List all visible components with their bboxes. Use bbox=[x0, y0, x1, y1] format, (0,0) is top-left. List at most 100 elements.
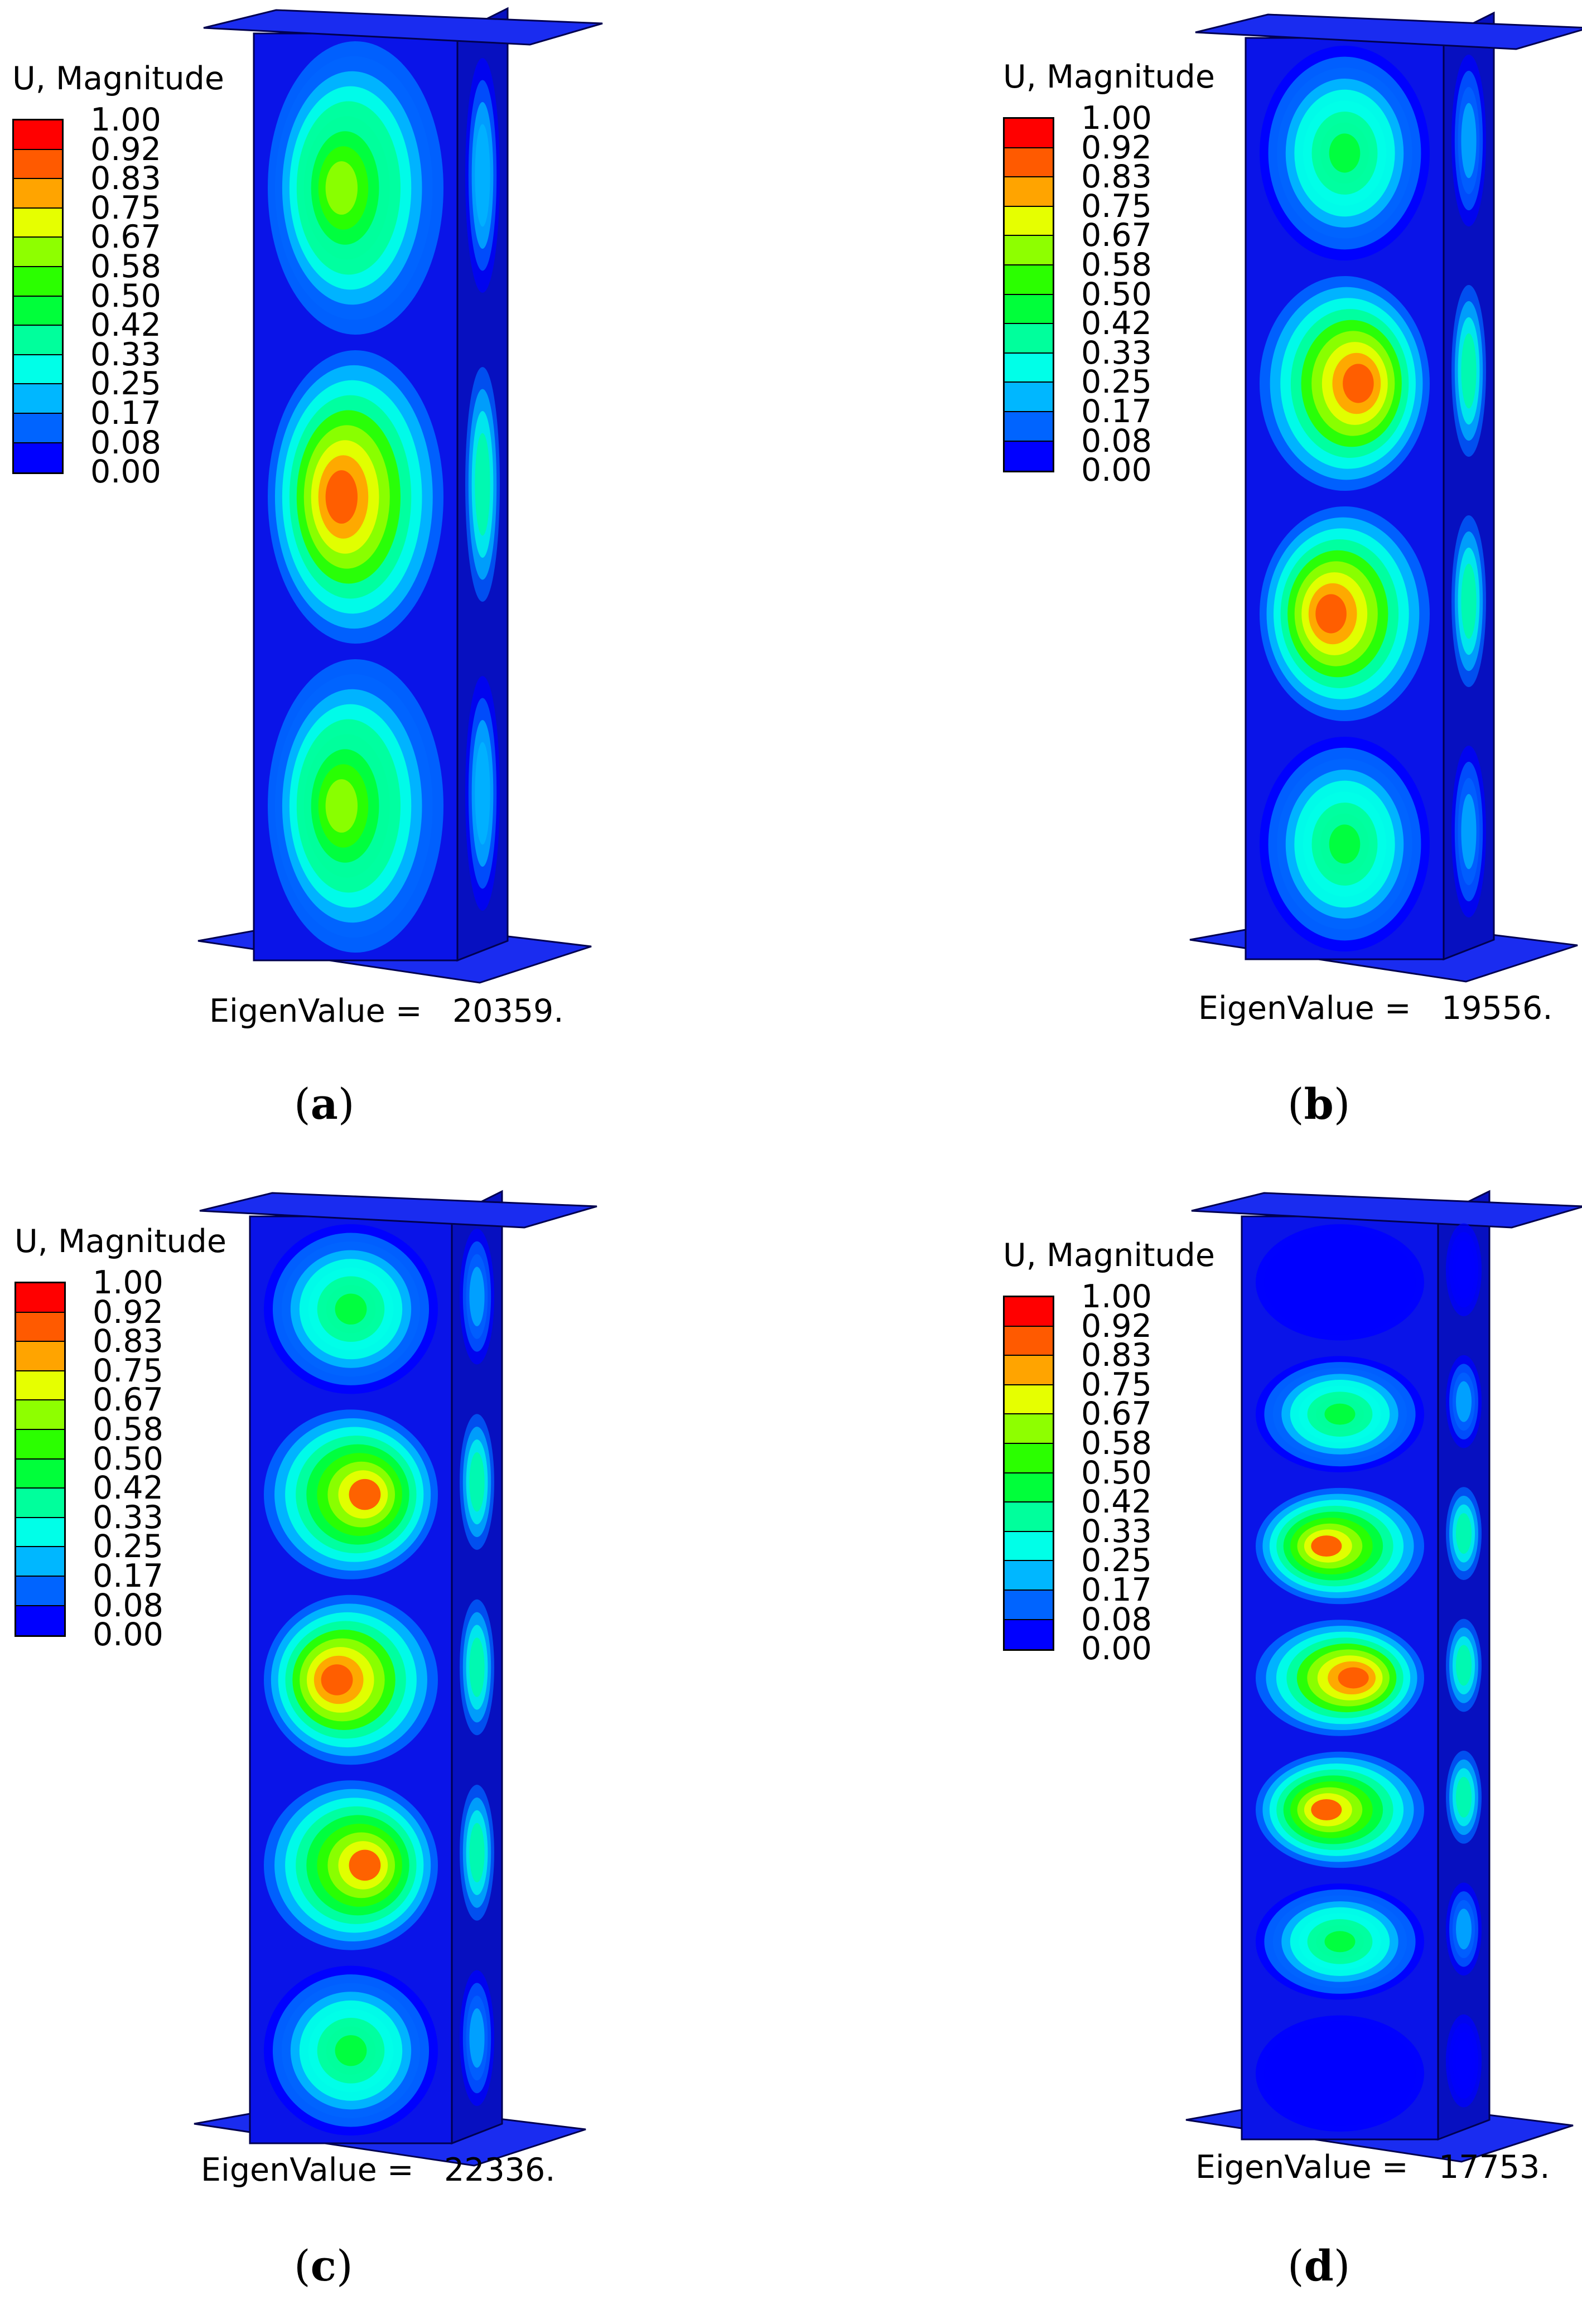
legend-color-bin bbox=[1005, 1590, 1053, 1620]
eigenvalue-number: 19556. bbox=[1441, 990, 1553, 1027]
legend-color-bin bbox=[14, 384, 62, 414]
side-contour-band bbox=[475, 742, 490, 845]
legend-tick-label: 0.50 bbox=[90, 277, 161, 315]
legend-color-bin bbox=[16, 1371, 64, 1401]
side-contour-band bbox=[1461, 333, 1477, 409]
legend-tick-label: 0.50 bbox=[93, 1440, 163, 1477]
legend-color-bin bbox=[1005, 294, 1053, 325]
buckling-lobe bbox=[264, 1409, 494, 1579]
legend-color-bin bbox=[14, 120, 62, 150]
panel-caption: (c) bbox=[294, 2241, 353, 2291]
contour-band bbox=[325, 470, 358, 524]
legend-color-bin bbox=[16, 1489, 64, 1518]
legend-color-bin bbox=[16, 1606, 64, 1636]
legend-tick-label: 0.25 bbox=[1081, 364, 1152, 401]
legend-color-bin bbox=[1005, 1356, 1053, 1385]
side-contour-band bbox=[1456, 1909, 1472, 1950]
legend-tick-label: 0.58 bbox=[93, 1411, 163, 1448]
legend-color-bin bbox=[14, 179, 62, 209]
legend-color-bin bbox=[14, 296, 62, 326]
legend-tick-label: 0.83 bbox=[90, 160, 161, 197]
panel-b: U, Magnitude 1.00 0.92 0.83 0.75 0.67 0.58 0.5… bbox=[791, 0, 1582, 1162]
contour-band bbox=[325, 161, 358, 215]
legend-color-bin bbox=[16, 1312, 64, 1342]
eigenvalue-number: 17753. bbox=[1439, 2149, 1550, 2186]
buckling-lobe bbox=[268, 659, 500, 953]
legend-color-bin bbox=[1005, 1561, 1053, 1591]
legend-color-bin bbox=[1005, 265, 1053, 295]
buckling-lobe bbox=[1256, 1618, 1482, 1736]
legend-color-bin bbox=[16, 1459, 64, 1489]
legend-color-bin bbox=[16, 1547, 64, 1577]
legend-tick-label: 0.08 bbox=[1081, 1601, 1152, 1638]
column-model bbox=[1185, 1190, 1582, 2163]
legend-tick-label: 0.25 bbox=[93, 1528, 163, 1566]
legend-tick-label: 0.75 bbox=[1081, 187, 1152, 225]
buckling-lobe bbox=[1260, 276, 1486, 491]
buckling-lobe bbox=[1260, 506, 1486, 721]
contour-band bbox=[1324, 1403, 1356, 1425]
side-contour-band bbox=[1461, 103, 1477, 178]
side-contour-band bbox=[1456, 1513, 1472, 1554]
buckling-lobe bbox=[264, 1780, 494, 1950]
legend-tick-label: 0.00 bbox=[90, 453, 161, 491]
legend-tick-label: 0.42 bbox=[1081, 1484, 1152, 1521]
eigenvalue-label: EigenValue = 22336. bbox=[201, 2152, 556, 2188]
panel-d: U, Magnitude 1.00 0.92 0.83 0.75 0.67 0.58 0.5… bbox=[791, 1162, 1582, 2323]
legend-color-bin bbox=[14, 149, 62, 180]
buckling-lobe bbox=[264, 1965, 494, 2135]
legend-color-bin bbox=[1005, 1414, 1053, 1444]
buckling-lobe bbox=[1256, 2014, 1482, 2132]
legend-color-bin bbox=[1005, 441, 1053, 471]
legend-color-bin bbox=[14, 413, 62, 443]
contour-band bbox=[1311, 1799, 1342, 1820]
legend-color-bin bbox=[1005, 177, 1053, 207]
legend-color-bin bbox=[14, 208, 62, 238]
buckling-lobe bbox=[1260, 46, 1486, 260]
legend-tick-label: 0.00 bbox=[1081, 452, 1152, 489]
eigenvalue-number: 20359. bbox=[452, 993, 564, 1030]
contour-band bbox=[1324, 1272, 1356, 1293]
legend-tick-label: 0.33 bbox=[1081, 1513, 1152, 1550]
buckling-lobe bbox=[264, 1595, 494, 1765]
side-contour-band bbox=[469, 1267, 485, 1326]
contour-band bbox=[1315, 594, 1347, 634]
legend-tick-label: 0.25 bbox=[90, 365, 161, 403]
legend-tick-label: 0.17 bbox=[1081, 393, 1152, 430]
legend-color-bin bbox=[1005, 236, 1053, 265]
contour-band bbox=[1324, 2062, 1356, 2084]
side-contour-band bbox=[475, 433, 490, 536]
legend-color-bin bbox=[1005, 206, 1053, 236]
legend-color-bin bbox=[14, 355, 62, 385]
legend-tick-label: 0.67 bbox=[1081, 1395, 1152, 1433]
color-legend bbox=[15, 1282, 66, 1637]
top-plate bbox=[1195, 13, 1582, 50]
legend-tick-label: 0.42 bbox=[90, 307, 161, 344]
legend-title: U, Magnitude bbox=[1003, 1237, 1215, 1274]
legend-tick-label: 0.42 bbox=[1081, 305, 1152, 342]
contour-band bbox=[1343, 364, 1374, 403]
legend-color-bin bbox=[14, 238, 62, 267]
eigenvalue-number: 22336. bbox=[444, 2152, 556, 2188]
legend-color-bin bbox=[1005, 119, 1053, 148]
contour-band bbox=[335, 2035, 367, 2066]
legend-tick-label: 1.00 bbox=[90, 102, 161, 138]
contour-band bbox=[1329, 133, 1361, 173]
color-legend bbox=[1003, 1296, 1054, 1651]
legend-color-bin bbox=[1005, 353, 1053, 383]
legend-color-bin bbox=[16, 1518, 64, 1548]
side-contour-band bbox=[1456, 2040, 1472, 2081]
legend-tick-label: 0.42 bbox=[93, 1470, 163, 1507]
legend-tick-label: 0.75 bbox=[1081, 1366, 1152, 1403]
contour-band bbox=[1338, 1667, 1369, 1689]
legend-color-bin bbox=[14, 326, 62, 355]
legend-title: U, Magnitude bbox=[1003, 59, 1215, 95]
color-legend bbox=[12, 119, 64, 475]
color-legend bbox=[1003, 117, 1054, 473]
contour-band bbox=[1329, 824, 1361, 864]
legend-color-bin bbox=[16, 1283, 64, 1313]
legend-tick-label: 0.83 bbox=[1081, 158, 1152, 196]
side-contour-band bbox=[469, 1823, 485, 1883]
legend-tick-label: 0.33 bbox=[90, 336, 161, 373]
side-contour-band bbox=[1456, 1776, 1472, 1818]
